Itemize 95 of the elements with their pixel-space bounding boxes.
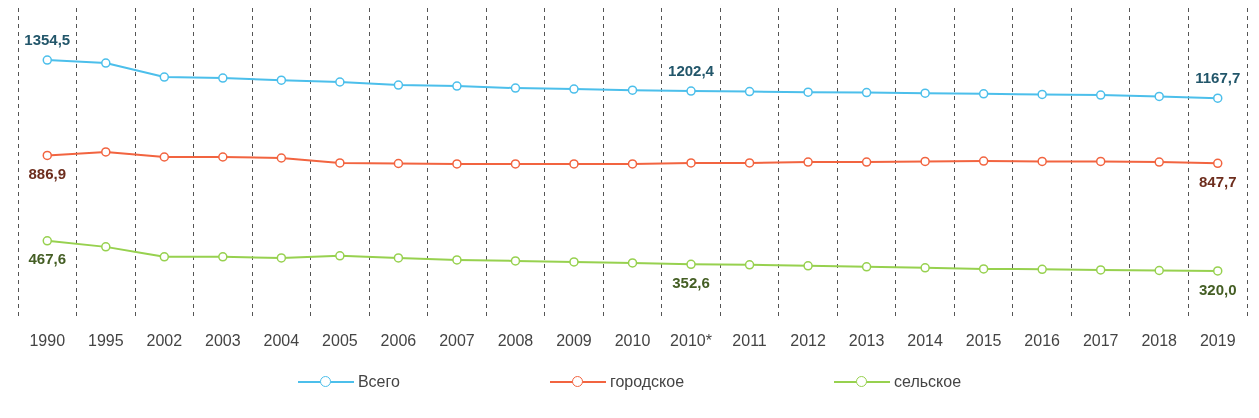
point: [744, 158, 755, 168]
x-tick-label: 2013: [848, 331, 885, 349]
x-tick-label: 2012: [790, 331, 826, 349]
point: [1095, 90, 1106, 100]
point: [744, 86, 755, 97]
data-label: 1202,4: [668, 61, 715, 79]
point: [276, 153, 287, 163]
point: [569, 257, 579, 267]
data-label: 352,6: [672, 273, 710, 291]
point: [335, 251, 345, 261]
x-tick-label: 2015: [965, 331, 1002, 349]
x-tick-label: 2019: [1199, 331, 1236, 349]
point: [276, 75, 287, 85]
x-tick-label: 2009: [556, 331, 592, 349]
x-tick-label: 2005: [322, 331, 358, 349]
point: [978, 156, 989, 166]
point: [686, 158, 696, 168]
point: [861, 262, 872, 272]
point: [627, 159, 638, 169]
point: [510, 83, 521, 93]
point: [920, 263, 930, 273]
x-tick-label: 2004: [263, 331, 300, 349]
point: [393, 253, 404, 263]
point: [101, 242, 111, 252]
point: [569, 159, 579, 169]
point: [1095, 156, 1106, 167]
x-tick-label: 2006: [380, 331, 417, 349]
point: [686, 86, 696, 96]
data-label: 1354,5: [24, 30, 71, 48]
point: [510, 256, 521, 266]
point: [335, 77, 345, 87]
point: [452, 159, 462, 169]
legend-label: Всего: [357, 373, 400, 391]
point: [393, 80, 404, 90]
point: [569, 84, 579, 94]
point: [452, 81, 462, 91]
point: [510, 159, 521, 169]
point: [1037, 264, 1047, 275]
point: [1037, 156, 1047, 167]
point: [42, 55, 53, 65]
point: [1154, 265, 1164, 276]
point: [861, 157, 872, 167]
point: [218, 152, 228, 162]
data-label: 1167,7: [1195, 68, 1241, 86]
x-tick-label: 2014: [907, 331, 944, 349]
x-tick-label: 2007: [439, 331, 475, 349]
point: [744, 260, 755, 270]
point: [393, 158, 404, 169]
data-label: 467,6: [28, 250, 67, 268]
point: [218, 73, 228, 83]
point: [803, 157, 813, 167]
point: [101, 147, 111, 157]
point: [920, 156, 930, 167]
point: [1154, 91, 1164, 102]
x-tick-label: 2010*: [670, 331, 712, 349]
point: [1095, 265, 1106, 275]
x-tick-label: 2003: [205, 331, 241, 349]
point: [42, 236, 53, 246]
point: [452, 255, 462, 265]
point: [276, 253, 287, 263]
point: [920, 88, 930, 98]
x-tick-label: 1995: [87, 331, 124, 349]
x-tick-label: 2008: [497, 331, 534, 349]
point: [978, 89, 989, 99]
point: [218, 252, 228, 262]
x-tick-label: 2011: [732, 331, 767, 349]
x-tick-label: 2002: [146, 331, 183, 349]
point: [335, 158, 345, 168]
x-tick-label: 1990: [29, 331, 66, 349]
data-label: 320,0: [1198, 280, 1237, 298]
x-tick-label: 2018: [1141, 331, 1178, 349]
legend-label: сельское: [894, 373, 962, 391]
legend-label: городское: [609, 373, 685, 391]
point: [1154, 157, 1164, 167]
point: [159, 252, 170, 262]
point: [1212, 266, 1223, 276]
point: [101, 58, 111, 68]
point: [803, 87, 813, 97]
point: [1212, 93, 1223, 103]
x-tick-label: 2017: [1082, 331, 1119, 349]
point: [159, 72, 170, 82]
point: [1037, 89, 1047, 100]
point: [803, 261, 813, 271]
point: [159, 152, 170, 162]
point: [686, 259, 696, 270]
point: [627, 85, 638, 95]
data-label: 886,9: [28, 165, 67, 183]
x-tick-label: 2016: [1024, 331, 1061, 349]
x-tick-label: 2010: [614, 331, 651, 349]
point: [1212, 158, 1223, 169]
data-label: 847,7: [1198, 173, 1237, 191]
point: [861, 87, 872, 98]
point: [978, 264, 989, 274]
point: [627, 258, 638, 268]
point: [42, 150, 53, 161]
